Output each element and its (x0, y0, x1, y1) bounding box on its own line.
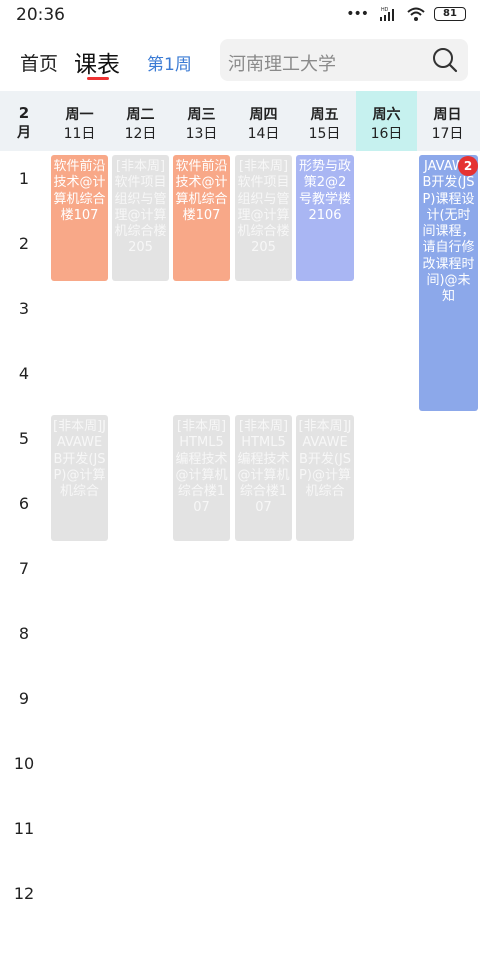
search-placeholder: 河南理工大学 (228, 54, 336, 75)
month-unit: 月 (17, 125, 31, 141)
search-icon[interactable] (432, 47, 458, 73)
day-date: 16日 (370, 126, 403, 142)
period-number: 11 (13, 819, 35, 838)
period-number: 10 (13, 754, 35, 773)
course-card[interactable]: 软件前沿技术@计算机综合楼107 (173, 155, 230, 281)
period-number: 7 (18, 559, 30, 578)
period-number: 4 (18, 364, 30, 383)
period-number: 5 (18, 429, 30, 448)
period-number: 9 (18, 689, 30, 708)
signal-icon: HD (380, 7, 394, 21)
status-time: 20:36 (16, 5, 65, 25)
day-date: 14日 (247, 126, 280, 142)
day-column-wed[interactable]: 周三 13日 (171, 91, 232, 151)
period-number: 3 (18, 299, 30, 318)
day-column-fri[interactable]: 周五 15日 (294, 91, 355, 151)
day-column-mon[interactable]: 周一 11日 (49, 91, 110, 151)
month-number: 2 (18, 104, 30, 122)
course-card[interactable]: [非本周]软件项目组织与管理@计算机综合楼205 (235, 155, 292, 281)
period-number: 6 (18, 494, 30, 513)
notification-dots-icon: ••• (346, 6, 369, 22)
day-date: 17日 (431, 126, 464, 142)
tab-schedule[interactable]: 课表 (74, 52, 120, 78)
week-header: 2 月 周一 11日 周二 12日 周三 13日 周四 14日 周五 15日 周… (0, 91, 480, 151)
month-label: 2 月 (0, 91, 48, 151)
course-card[interactable]: [非本周]软件项目组织与管理@计算机综合楼205 (112, 155, 169, 281)
period-number: 12 (13, 884, 35, 903)
search-input[interactable]: 河南理工大学 (220, 39, 468, 81)
week-selector[interactable]: 第1周 (147, 55, 192, 75)
day-name: 周日 (433, 107, 462, 123)
course-card[interactable]: [非本周]HTML5编程技术@计算机综合楼107 (173, 415, 230, 541)
day-name: 周四 (249, 107, 278, 123)
day-name: 周五 (310, 107, 339, 123)
day-date: 12日 (124, 126, 157, 142)
app-header: 首页 课表 第1周 河南理工大学 (0, 36, 480, 86)
status-bar: 20:36 ••• HD 81 (0, 0, 480, 30)
day-name: 周二 (126, 107, 155, 123)
day-date: 13日 (185, 126, 218, 142)
wifi-icon (407, 7, 425, 21)
day-column-tue[interactable]: 周二 12日 (110, 91, 171, 151)
period-number: 1 (18, 169, 30, 188)
day-date: 11日 (63, 126, 96, 142)
conflict-count-badge: 2 (458, 156, 478, 176)
tab-home[interactable]: 首页 (20, 53, 59, 75)
course-card[interactable]: [非本周]JAVAWEB开发(JSP)@计算机综合 (296, 415, 354, 541)
svg-text:HD: HD (381, 7, 389, 13)
day-name: 周一 (65, 107, 94, 123)
period-number: 8 (18, 624, 30, 643)
day-column-thu[interactable]: 周四 14日 (233, 91, 294, 151)
course-card[interactable]: 软件前沿技术@计算机综合楼107 (51, 155, 108, 281)
period-number: 2 (18, 234, 30, 253)
day-name: 周三 (187, 107, 216, 123)
day-column-sun[interactable]: 周日 17日 (417, 91, 478, 151)
course-card[interactable]: [非本周]JAVAWEB开发(JSP)@计算机综合 (51, 415, 108, 541)
course-card[interactable]: 形势与政策2@2号教学楼2106 (296, 155, 354, 281)
course-card[interactable]: [非本周]HTML5编程技术@计算机综合楼107 (235, 415, 292, 541)
day-column-sat[interactable]: 周六 16日 (356, 91, 417, 151)
day-name: 周六 (372, 107, 401, 123)
day-date: 15日 (308, 126, 341, 142)
active-tab-indicator (87, 77, 109, 80)
battery-icon: 81 (434, 7, 466, 21)
status-icons: ••• HD 81 (346, 6, 466, 22)
course-card[interactable]: JAVAWEB开发(JSP)课程设计(无时间课程，请自行修改课程时间)@未知 (419, 155, 478, 411)
